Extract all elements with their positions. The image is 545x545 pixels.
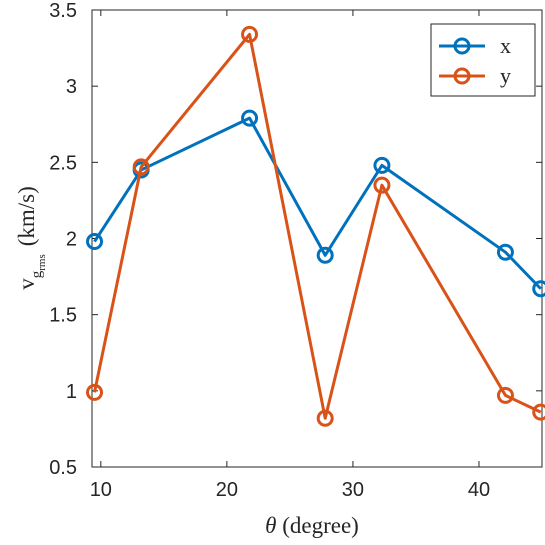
legend-label-x: x (500, 33, 511, 58)
series-line-y (93, 32, 542, 420)
y-tick-label: 0.5 (49, 457, 77, 479)
legend-box (430, 23, 536, 97)
x-tick-label: 10 (90, 479, 112, 501)
data-point-y (132, 158, 150, 176)
data-point-x (496, 243, 514, 261)
y-axis-label: vgrms (km/s) (14, 186, 48, 290)
data-point-y (316, 409, 334, 427)
data-point-x (316, 246, 334, 264)
y-tick-label: 3 (66, 76, 77, 98)
x-axis-label: θ (degree) (265, 513, 359, 538)
x-tick-label: 30 (342, 479, 364, 501)
y-axis-subsubscript: rms (36, 254, 48, 271)
y-axis-subscript: g (29, 270, 45, 278)
data-point-x (373, 156, 391, 174)
y-tick-label: 2.5 (49, 152, 77, 174)
x-axis-symbol: θ (265, 513, 276, 538)
y-tick-label: 2 (66, 229, 77, 251)
x-axis-ticks: 10 20 30 40 (90, 10, 490, 501)
data-point-x (532, 280, 545, 298)
y-axis-ticks: 0.5 1 1.5 2 2.5 3 3.5 (49, 0, 542, 479)
data-point-y (86, 383, 104, 401)
y-tick-label: 1 (66, 381, 77, 403)
data-point-x (241, 109, 259, 127)
x-axis-unit: (degree) (276, 513, 358, 538)
legend-marker-x (453, 37, 471, 55)
data-point-x (86, 233, 104, 251)
y-tick-label: 3.5 (49, 0, 77, 22)
y-axis-symbol: v (14, 278, 39, 290)
x-tick-label: 40 (468, 479, 490, 501)
data-point-y (496, 386, 514, 404)
x-tick-label: 20 (216, 479, 238, 501)
legend: x y (430, 23, 536, 97)
series-y (86, 25, 545, 427)
legend-marker-y (453, 67, 471, 85)
y-axis-unit: (km/s) (14, 186, 39, 246)
series-group (86, 25, 545, 427)
legend-label-y: y (500, 63, 511, 88)
data-point-y (373, 176, 391, 194)
y-tick-label: 1.5 (49, 305, 77, 327)
data-point-y (532, 403, 545, 421)
data-point-y (241, 25, 259, 43)
